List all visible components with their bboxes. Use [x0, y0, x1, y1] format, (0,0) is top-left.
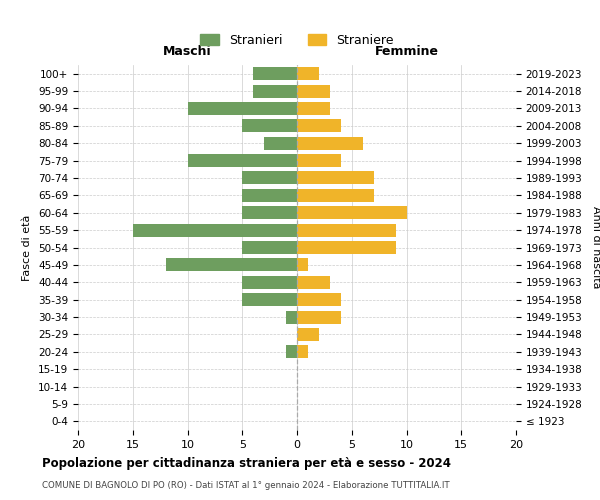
- Bar: [297, 67, 319, 80]
- Bar: [297, 136, 362, 149]
- Bar: [242, 189, 297, 202]
- Bar: [297, 293, 341, 306]
- Bar: [187, 102, 297, 115]
- Y-axis label: Anni di nascita: Anni di nascita: [591, 206, 600, 289]
- Text: COMUNE DI BAGNOLO DI PO (RO) - Dati ISTAT al 1° gennaio 2024 - Elaborazione TUTT: COMUNE DI BAGNOLO DI PO (RO) - Dati ISTA…: [42, 481, 449, 490]
- Bar: [297, 120, 341, 132]
- Y-axis label: Fasce di età: Fasce di età: [22, 214, 32, 280]
- Text: Femmine: Femmine: [374, 44, 439, 58]
- Bar: [297, 102, 330, 115]
- Bar: [297, 154, 341, 167]
- Bar: [297, 346, 308, 358]
- Bar: [133, 224, 297, 236]
- Legend: Stranieri, Straniere: Stranieri, Straniere: [194, 28, 400, 53]
- Bar: [286, 310, 297, 324]
- Bar: [187, 154, 297, 167]
- Bar: [286, 346, 297, 358]
- Bar: [297, 258, 308, 272]
- Bar: [297, 224, 395, 236]
- Bar: [242, 206, 297, 220]
- Bar: [297, 172, 374, 184]
- Bar: [242, 276, 297, 289]
- Bar: [297, 328, 319, 341]
- Text: Maschi: Maschi: [163, 44, 212, 58]
- Bar: [297, 241, 395, 254]
- Bar: [264, 136, 297, 149]
- Bar: [242, 241, 297, 254]
- Text: Popolazione per cittadinanza straniera per età e sesso - 2024: Popolazione per cittadinanza straniera p…: [42, 458, 451, 470]
- Bar: [297, 310, 341, 324]
- Bar: [242, 293, 297, 306]
- Bar: [297, 189, 374, 202]
- Bar: [297, 276, 330, 289]
- Bar: [297, 84, 330, 98]
- Bar: [242, 120, 297, 132]
- Bar: [253, 67, 297, 80]
- Bar: [253, 84, 297, 98]
- Bar: [166, 258, 297, 272]
- Bar: [242, 172, 297, 184]
- Bar: [297, 206, 407, 220]
